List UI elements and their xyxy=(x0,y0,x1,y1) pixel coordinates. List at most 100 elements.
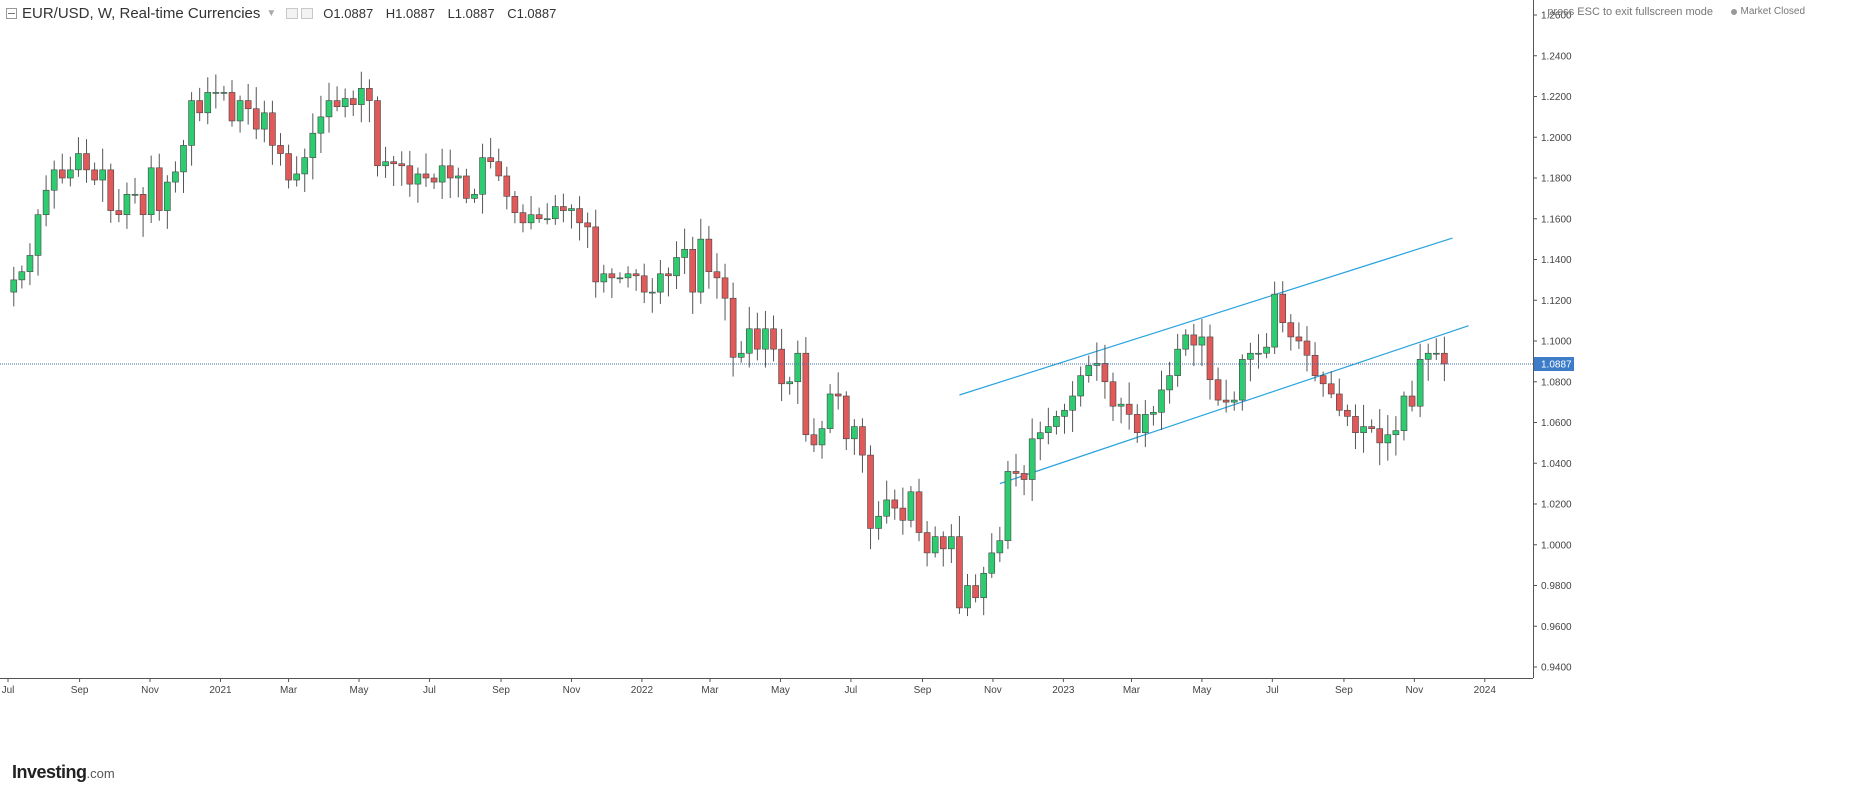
bearish-candle xyxy=(1336,378,1343,417)
candle-body xyxy=(867,454,874,529)
settings-icon[interactable] xyxy=(301,7,314,19)
bullish-candle xyxy=(1384,415,1392,461)
bullish-candle xyxy=(123,182,131,229)
candle-body xyxy=(592,226,600,283)
candle-body xyxy=(1352,416,1359,433)
candle-body xyxy=(745,328,753,354)
bullish-candle xyxy=(552,195,559,225)
bearish-candle xyxy=(721,263,729,321)
candle-body xyxy=(50,169,58,191)
bullish-candle xyxy=(681,228,688,274)
candle-body xyxy=(455,175,462,179)
bearish-candle xyxy=(511,191,519,224)
candle-body xyxy=(923,532,931,554)
bearish-candle xyxy=(705,225,713,289)
symbol-header: EUR/USD, W, Real-time Currencies ▼ O1.08… xyxy=(6,3,565,23)
candle-body xyxy=(155,167,163,211)
time-tick-label: Sep xyxy=(71,685,89,696)
bullish-candle xyxy=(42,175,50,227)
candle-body xyxy=(261,112,268,130)
candle-body xyxy=(26,255,34,273)
trendlines-layer xyxy=(959,237,1469,485)
candle-body xyxy=(891,499,899,509)
candle-body xyxy=(786,381,793,385)
candle-body xyxy=(770,328,777,350)
bullish-candle xyxy=(1069,381,1076,433)
bearish-candle xyxy=(406,150,414,197)
bullish-candle xyxy=(527,196,535,230)
bearish-candle xyxy=(58,153,66,184)
bullish-candle xyxy=(10,266,18,307)
bullish-candle xyxy=(826,384,834,434)
candle-body xyxy=(1336,393,1343,411)
bullish-candle xyxy=(1416,343,1424,418)
candle-body xyxy=(1303,340,1311,356)
bearish-candle xyxy=(139,187,147,237)
bearish-candle xyxy=(196,87,203,122)
chevron-down-icon[interactable]: ▼ xyxy=(266,7,277,19)
candle-body xyxy=(1069,395,1076,411)
bullish-candle xyxy=(1198,319,1206,367)
bearish-candle xyxy=(867,445,874,550)
candle-body xyxy=(406,165,414,185)
bearish-candle xyxy=(535,207,543,223)
price-tick-label: 1.2400 xyxy=(1541,51,1572,62)
bullish-candle xyxy=(1182,329,1190,356)
bearish-candle xyxy=(463,168,470,204)
bearish-candle xyxy=(1441,336,1448,382)
visibility-toggle-icon[interactable] xyxy=(286,7,299,19)
bullish-candle xyxy=(1036,421,1044,461)
candle-body xyxy=(123,194,131,215)
bearish-candle xyxy=(1376,409,1384,466)
bearish-candle xyxy=(899,487,907,535)
candle-body xyxy=(1360,426,1367,433)
candle-body xyxy=(640,275,648,293)
bearish-candle xyxy=(1012,453,1020,487)
bearish-candle xyxy=(1206,324,1214,400)
bullish-candle xyxy=(851,419,858,455)
candle-body xyxy=(196,100,203,114)
candle-body xyxy=(560,206,567,211)
market-status-label: Market Closed xyxy=(1740,6,1805,17)
candle-body xyxy=(75,153,82,171)
bullish-candle xyxy=(1432,338,1440,360)
ohlc-values: O1.0887 H1.0887 L1.0887 C1.0887 xyxy=(323,6,565,21)
candle-body xyxy=(1012,471,1020,474)
bullish-candle xyxy=(164,175,171,229)
bullish-candle xyxy=(479,143,486,214)
candle-body xyxy=(1190,334,1198,346)
candle-body xyxy=(851,426,858,440)
candle-body xyxy=(568,208,575,211)
candle-body xyxy=(269,112,276,146)
bearish-candle xyxy=(1295,322,1303,350)
candle-body xyxy=(34,214,42,256)
symbol-title[interactable]: EUR/USD, W, Real-time Currencies xyxy=(22,4,261,22)
bullish-candle xyxy=(1150,405,1157,426)
candle-body xyxy=(681,249,688,258)
price-tick-label: 0.9800 xyxy=(1541,581,1572,592)
candle-body xyxy=(147,167,155,215)
price-tick-label: 0.9600 xyxy=(1541,622,1572,633)
time-tick-label: May xyxy=(350,685,369,696)
bearish-candle xyxy=(632,269,640,291)
bearish-candle xyxy=(91,162,98,186)
collapse-legend-button[interactable] xyxy=(6,7,17,19)
candle-body xyxy=(495,161,503,177)
candle-body xyxy=(438,165,446,183)
bullish-candle xyxy=(220,85,228,101)
candle-body xyxy=(689,249,697,293)
bullish-candle xyxy=(988,533,996,578)
bullish-candle xyxy=(1263,333,1270,359)
bullish-candle xyxy=(1053,410,1060,435)
time-tick-label: Mar xyxy=(701,685,719,696)
investing-logo[interactable]: Investing.com xyxy=(12,762,115,783)
candle-body xyxy=(535,214,543,220)
bullish-candle xyxy=(931,526,939,558)
bearish-candle xyxy=(778,328,785,402)
bullish-candle xyxy=(34,209,42,276)
bullish-candle xyxy=(1061,403,1068,434)
candle-body xyxy=(511,196,519,213)
candle-body xyxy=(1077,375,1084,397)
last-price-tag xyxy=(1534,357,1574,372)
